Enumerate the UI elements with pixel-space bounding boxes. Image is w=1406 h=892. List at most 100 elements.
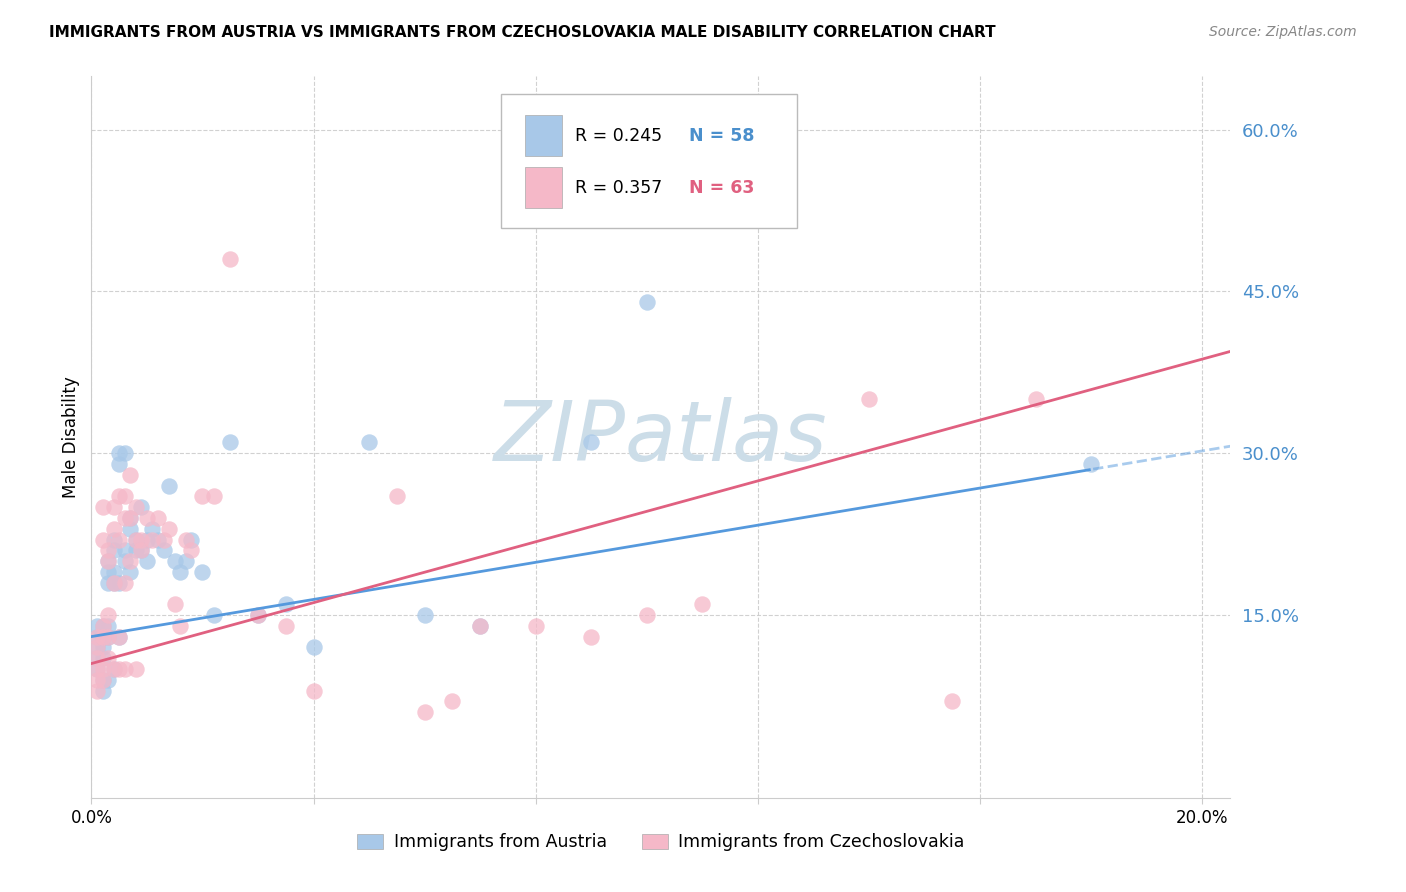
Point bbox=[413, 705, 436, 719]
Point bbox=[91, 619, 114, 633]
Point bbox=[108, 489, 131, 503]
Point bbox=[120, 511, 142, 525]
Point bbox=[86, 630, 108, 644]
Text: N = 63: N = 63 bbox=[689, 178, 755, 197]
Point bbox=[385, 489, 408, 503]
Point bbox=[86, 640, 108, 655]
Point bbox=[359, 435, 381, 450]
Point bbox=[86, 651, 108, 665]
Point bbox=[219, 435, 242, 450]
Point bbox=[581, 435, 603, 450]
Point bbox=[1080, 457, 1102, 471]
Point bbox=[86, 619, 108, 633]
FancyBboxPatch shape bbox=[526, 167, 562, 208]
Point bbox=[302, 640, 325, 655]
Point bbox=[131, 543, 153, 558]
Point bbox=[180, 543, 202, 558]
Point bbox=[103, 662, 125, 676]
Text: IMMIGRANTS FROM AUSTRIA VS IMMIGRANTS FROM CZECHOSLOVAKIA MALE DISABILITY CORREL: IMMIGRANTS FROM AUSTRIA VS IMMIGRANTS FR… bbox=[49, 25, 995, 40]
Point bbox=[125, 662, 148, 676]
Point bbox=[114, 543, 136, 558]
Point bbox=[97, 575, 120, 590]
Text: Source: ZipAtlas.com: Source: ZipAtlas.com bbox=[1209, 25, 1357, 39]
Point bbox=[97, 630, 120, 644]
Point bbox=[125, 543, 148, 558]
Point bbox=[97, 607, 120, 622]
Point bbox=[108, 457, 131, 471]
Point bbox=[91, 673, 114, 687]
Point bbox=[103, 662, 125, 676]
Point bbox=[108, 533, 131, 547]
Point bbox=[91, 630, 114, 644]
Point bbox=[174, 533, 197, 547]
Point bbox=[202, 489, 225, 503]
Point bbox=[91, 651, 114, 665]
Text: N = 58: N = 58 bbox=[689, 127, 755, 145]
Point bbox=[125, 533, 148, 547]
Point bbox=[470, 619, 492, 633]
Point bbox=[136, 533, 159, 547]
Point bbox=[247, 607, 270, 622]
Point bbox=[125, 533, 148, 547]
Point bbox=[91, 500, 114, 515]
Point bbox=[180, 533, 202, 547]
Point bbox=[86, 630, 108, 644]
Point bbox=[114, 662, 136, 676]
Point bbox=[141, 533, 163, 547]
Point bbox=[97, 565, 120, 579]
Point bbox=[274, 619, 297, 633]
Point bbox=[120, 467, 142, 482]
Point bbox=[86, 662, 108, 676]
Point bbox=[91, 673, 114, 687]
Point bbox=[163, 597, 186, 611]
Point bbox=[157, 522, 180, 536]
Point bbox=[169, 619, 191, 633]
Point bbox=[858, 392, 880, 407]
Point bbox=[219, 252, 242, 267]
Point bbox=[157, 478, 180, 492]
Point bbox=[103, 533, 125, 547]
Point bbox=[636, 607, 658, 622]
Point bbox=[247, 607, 270, 622]
Point bbox=[136, 511, 159, 525]
Point bbox=[108, 662, 131, 676]
Point bbox=[1025, 392, 1047, 407]
Text: R = 0.245: R = 0.245 bbox=[575, 127, 662, 145]
Point bbox=[114, 446, 136, 460]
Point bbox=[524, 619, 547, 633]
Point bbox=[97, 543, 120, 558]
FancyBboxPatch shape bbox=[502, 94, 797, 227]
Point bbox=[91, 533, 114, 547]
Point bbox=[103, 500, 125, 515]
Point bbox=[108, 630, 131, 644]
Point bbox=[103, 522, 125, 536]
Point bbox=[146, 511, 169, 525]
FancyBboxPatch shape bbox=[526, 115, 562, 156]
Point bbox=[692, 597, 714, 611]
Point bbox=[174, 554, 197, 568]
Point bbox=[120, 554, 142, 568]
Point bbox=[114, 575, 136, 590]
Point bbox=[97, 554, 120, 568]
Point bbox=[120, 522, 142, 536]
Point bbox=[413, 607, 436, 622]
Point bbox=[97, 673, 120, 687]
Point bbox=[131, 533, 153, 547]
Point bbox=[86, 673, 108, 687]
Point bbox=[103, 565, 125, 579]
Point bbox=[581, 630, 603, 644]
Point bbox=[91, 640, 114, 655]
Point bbox=[191, 565, 214, 579]
Point bbox=[152, 533, 174, 547]
Point bbox=[131, 500, 153, 515]
Point bbox=[120, 511, 142, 525]
Point bbox=[202, 607, 225, 622]
Point bbox=[470, 619, 492, 633]
Point bbox=[114, 489, 136, 503]
Point bbox=[108, 630, 131, 644]
Point bbox=[86, 683, 108, 698]
Point bbox=[108, 446, 131, 460]
Point bbox=[97, 619, 120, 633]
Legend: Immigrants from Austria, Immigrants from Czechoslovakia: Immigrants from Austria, Immigrants from… bbox=[350, 826, 972, 858]
Point bbox=[114, 554, 136, 568]
